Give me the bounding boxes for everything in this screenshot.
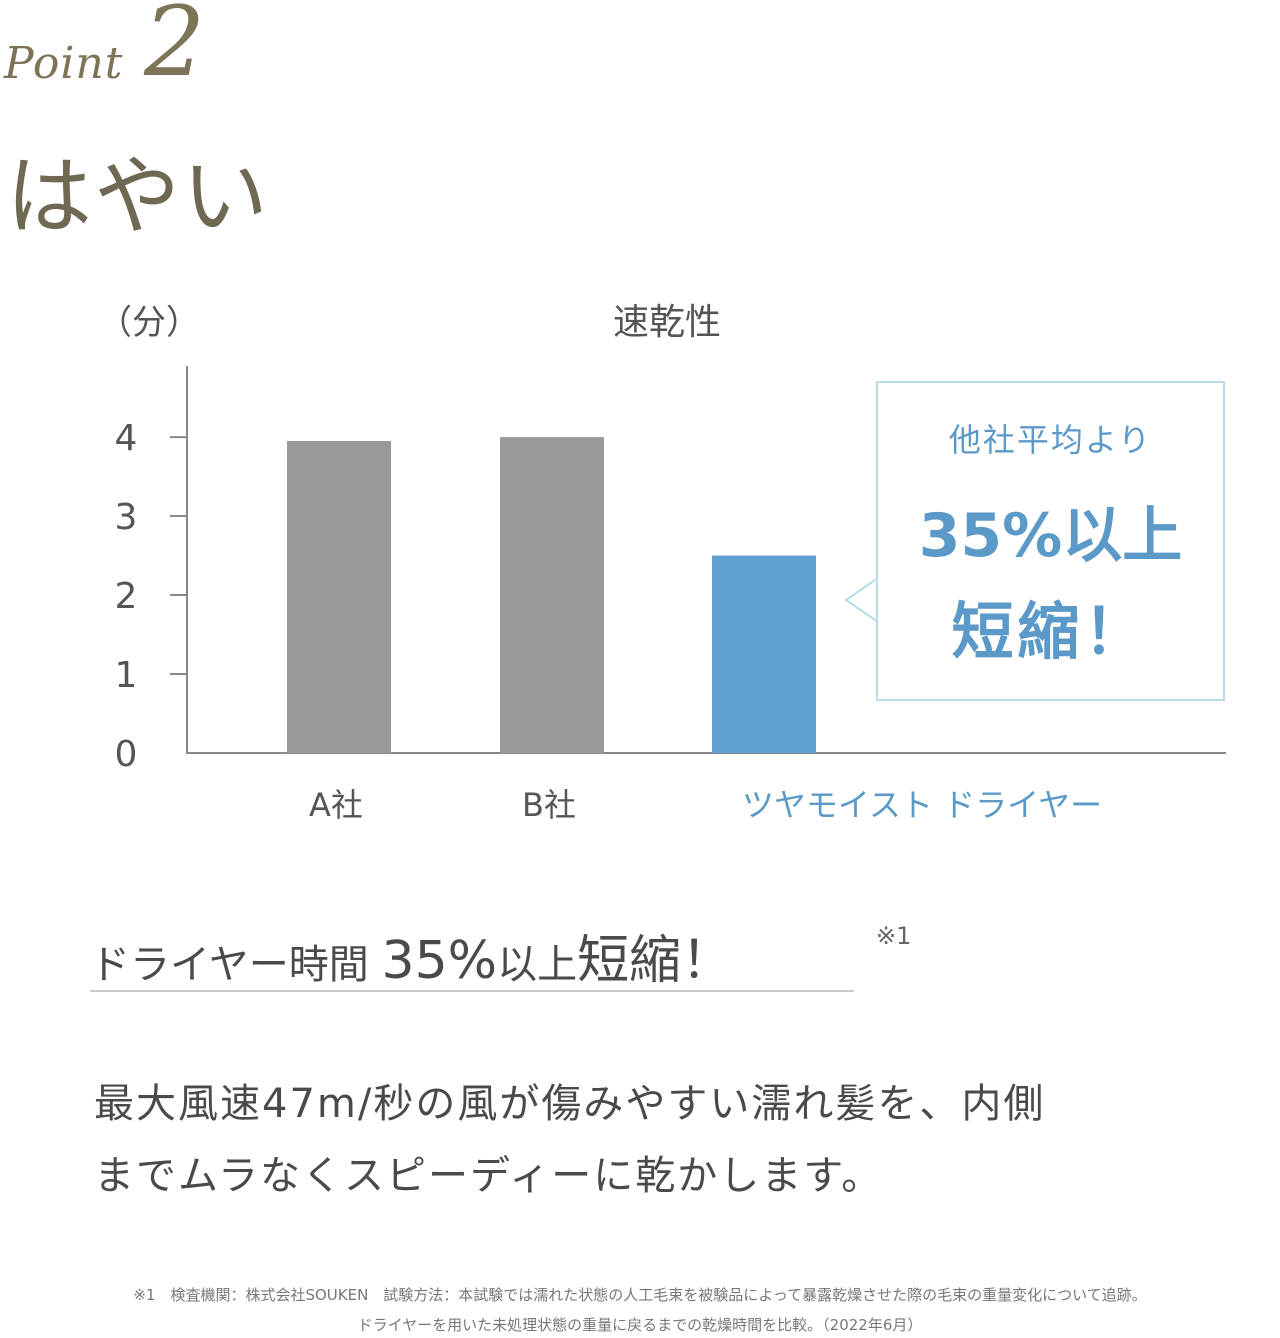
y-tick-label: 0 — [115, 734, 138, 775]
y-tick-label: 2 — [115, 576, 138, 617]
body-line-1: 最大風速47m/秒の風が傷みやすい濡れ髪を、内側 — [94, 1081, 1046, 1127]
y-axis-unit-label: （分） — [98, 303, 200, 343]
y-tick-label: 1 — [115, 655, 138, 696]
headline-footnote-marker: ※1 — [876, 922, 912, 950]
point-number: 2 — [144, 0, 206, 98]
y-axis-ticks: 0 1 2 3 4 — [115, 418, 187, 775]
body-text: 最大風速47m/秒の風が傷みやすい濡れ髪を、内側 までムラなくスピーディーに乾か… — [94, 1068, 1234, 1212]
headline-part-3: 以上 — [497, 942, 578, 988]
headline-part-2: 35% — [381, 931, 498, 991]
headline: ドライヤー時間 35%以上短縮！ — [90, 918, 854, 992]
callout-box: 他社平均より 35%以上 短縮！ — [876, 381, 1225, 701]
callout-line-3: 短縮！ — [951, 595, 1150, 668]
y-tick-label: 4 — [115, 418, 138, 459]
chart-title: 速乾性 — [613, 302, 721, 343]
headline-part-1: ドライヤー時間 — [90, 942, 382, 988]
x-category-label: A社 — [309, 786, 363, 824]
x-category-label: B社 — [522, 786, 576, 824]
x-category-label: ツヤモイスト ドライヤー — [742, 786, 1102, 824]
bar-1 — [287, 441, 391, 753]
chart-bars — [287, 437, 816, 753]
footnote-line-1: ※1 検査機関：株式会社SOUKEN 試験方法：本試験では濡れた状態の人工毛束を… — [133, 1286, 1147, 1304]
x-axis-labels: A社 B社 ツヤモイスト ドライヤー — [309, 786, 1102, 824]
callout-line-1: 他社平均より — [948, 421, 1153, 459]
body-line-2: までムラなくスピーディーに乾かします。 — [94, 1153, 884, 1199]
quick-dry-bar-chart: （分） 速乾性 0 1 2 3 4 A社 B社 ツヤモイスト ドライヤー — [98, 302, 1226, 824]
y-tick-label: 3 — [115, 497, 138, 538]
callout-line-2: 35%以上 — [918, 501, 1183, 571]
page-title: はやい — [6, 147, 270, 247]
point-word: Point — [4, 38, 124, 89]
headline-part-4: 短縮！ — [577, 931, 734, 991]
footnote-line-2: ドライヤーを用いた未処理状態の重量に戻るまでの乾燥時間を比較。（2022年6月） — [357, 1316, 923, 1334]
bar-3 — [712, 555, 816, 753]
bar-2 — [500, 437, 604, 753]
